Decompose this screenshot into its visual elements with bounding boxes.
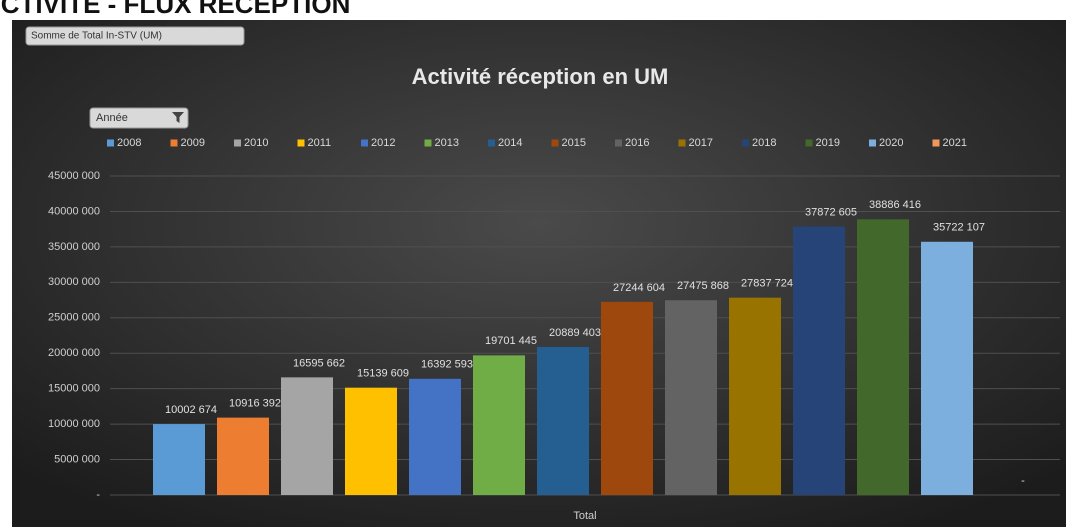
legend-label: 2015 [562,137,586,149]
legend-label: 2014 [498,137,522,149]
legend-swatch [742,139,749,147]
legend-swatch [361,139,368,147]
bar [345,387,397,495]
bar [729,297,781,495]
legend-swatch [805,139,813,147]
y-tick-label: 45000 000 [48,170,100,182]
bar [217,417,269,495]
legend-swatch [297,139,305,147]
data-label: 20889 403 [549,327,601,339]
y-tick-label: 25000 000 [48,312,100,324]
legend-label: 2012 [371,137,395,149]
legend-swatch [869,139,876,147]
legend-swatch [107,139,114,147]
data-label: - [1021,475,1025,487]
y-tick-label: 10000 000 [48,418,100,430]
legend-swatch [678,139,686,147]
filter-icon [172,112,184,123]
legend-label: 2018 [752,137,776,149]
y-tick-label: 5000 000 [54,453,100,465]
legend-label: 2017 [689,137,713,149]
legend-swatch [615,139,622,147]
data-label: 27837 724 [741,278,793,290]
legend-label: 2008 [117,137,141,149]
data-label: 19701 445 [485,335,537,347]
data-label: 16392 593 [421,359,473,371]
bar [793,226,845,495]
y-tick-label: 30000 000 [48,276,100,288]
y-tick-label: 35000 000 [48,241,100,253]
heading: ACTIVITÉ - FLUX RÉCEPTION [0,0,350,19]
bar [857,219,909,496]
legend-label: 2019 [816,137,840,149]
bar [153,424,205,495]
data-label: 27244 604 [613,282,665,294]
legend-swatch [488,139,495,147]
data-label: 37872 605 [805,206,857,218]
x-tick-label: Total [573,510,596,522]
bar [473,355,525,495]
legend-swatch [932,139,940,147]
y-tick-label: 20000 000 [48,347,100,359]
y-tick-label: 15000 000 [48,383,100,395]
data-label: 16595 662 [293,357,345,369]
legend-swatch [551,139,559,147]
chart-title: Activité réception en UM [412,64,669,89]
bar [409,378,461,495]
data-label: 35722 107 [933,222,985,234]
y-tick-label: 40000 000 [48,205,100,217]
data-label: 27475 868 [677,280,729,292]
bar [921,241,973,495]
data-label: 10002 674 [165,404,217,416]
legend-label: 2021 [943,137,967,149]
legend-swatch [170,139,178,147]
bar [665,300,717,495]
bar [601,301,653,495]
legend-label: 2020 [879,137,903,149]
data-label: 38886 416 [869,199,921,211]
legend-swatch [424,139,432,147]
legend-label: 2010 [244,137,268,149]
data-label: 10916 392 [229,398,281,410]
legend-label: 2011 [308,137,332,149]
data-label: 15139 609 [357,368,409,380]
bar [537,346,589,495]
legend-swatch [234,139,241,147]
bar [281,377,333,495]
legend-label: 2013 [435,137,459,149]
legend-label: 2016 [625,137,649,149]
value-field-button[interactable] [25,26,245,46]
y-tick-label: - [96,489,100,501]
filter-label: Année [96,112,128,124]
legend-label: 2009 [181,137,205,149]
value-field-label: Somme de Total In-STV (UM) [31,31,162,42]
filter-button[interactable] [89,107,189,129]
